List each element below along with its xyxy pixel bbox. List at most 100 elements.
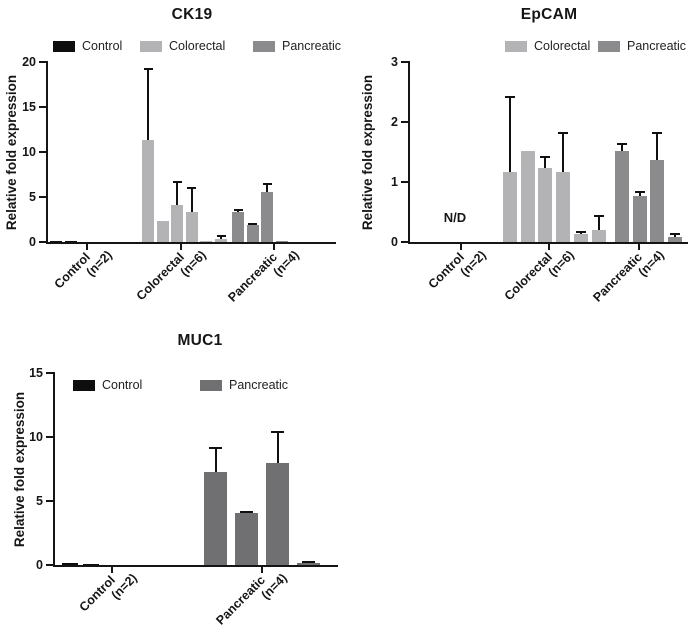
bar — [185, 211, 198, 242]
bar — [556, 171, 571, 242]
y-axis-line — [53, 372, 56, 567]
bar — [503, 171, 517, 242]
bar — [615, 151, 629, 242]
error-bar-cap — [172, 180, 182, 183]
x-tick-label: Pancreatic (n=4) — [138, 571, 290, 628]
legend-item: Colorectal — [140, 39, 225, 53]
y-tick-mark — [39, 196, 46, 198]
y-tick-label: 2 — [391, 115, 398, 129]
plot-area: 0 1 2 3 N/D Control (n=2) Colorectal (n=6) Pancre… — [350, 0, 699, 318]
legend-item: Pancreatic — [253, 39, 341, 53]
bar — [65, 241, 77, 242]
error-bar-cap — [271, 430, 284, 433]
error-bar-line — [176, 181, 179, 206]
error-bar-line — [544, 157, 547, 169]
error-bar-cap — [248, 223, 258, 225]
y-tick-mark — [39, 61, 46, 63]
legend-swatch-icon — [73, 379, 95, 391]
bar — [171, 205, 184, 242]
legend-label: Control — [82, 39, 123, 53]
error-bar-cap — [216, 235, 226, 238]
y-axis-line — [46, 61, 49, 244]
bar — [204, 472, 227, 565]
bar — [275, 240, 288, 242]
error-bar-line — [237, 209, 239, 213]
y-tick-label: 0 — [391, 235, 398, 249]
bar — [668, 236, 683, 242]
x-tick-mark — [638, 244, 640, 250]
error-bar-cap — [670, 233, 681, 236]
legend-swatch-icon — [200, 379, 222, 391]
x-tick-mark — [460, 244, 462, 250]
y-tick-mark — [46, 372, 53, 374]
error-bar-cap — [143, 68, 153, 71]
error-bar-line — [220, 236, 222, 239]
y-tick-mark — [401, 61, 408, 63]
y-tick-label: 15 — [22, 100, 36, 114]
y-tick-label: 15 — [29, 366, 43, 380]
error-bar-cap — [233, 208, 243, 211]
y-tick-label: 0 — [29, 235, 36, 249]
error-bar-line — [190, 187, 193, 212]
bar — [50, 240, 62, 242]
y-tick-label: 20 — [22, 55, 36, 69]
y-axis-line — [408, 61, 411, 244]
x-tick-label: Pancreatic (n=4) — [515, 248, 667, 305]
error-bar-line — [656, 132, 659, 160]
y-tick-label: 1 — [391, 175, 398, 189]
legend-label: Pancreatic — [627, 39, 687, 53]
chart-title: EpCAM — [520, 6, 578, 23]
group-n-count: (n=4) — [635, 247, 667, 280]
x-tick-mark — [273, 244, 275, 250]
x-tick-mark — [180, 244, 182, 250]
legend-label: Colorectal — [169, 39, 226, 53]
error-bar-line — [214, 447, 217, 473]
bar — [246, 225, 259, 242]
bar — [261, 191, 274, 242]
y-tick-mark — [39, 106, 46, 108]
error-bar-cap — [187, 186, 197, 189]
y-tick-mark — [46, 436, 53, 438]
error-bar-line — [638, 191, 641, 197]
bar — [83, 563, 99, 565]
legend-item: Control — [73, 378, 142, 392]
chart-ck19: CK19 Relative fold expression 0 5 10 15 20 Co… — [0, 0, 350, 318]
x-axis-line — [408, 242, 688, 245]
bar — [232, 212, 244, 242]
x-tick-label: Control (n=2) — [0, 571, 140, 614]
y-tick-mark — [46, 564, 53, 566]
x-tick-label-text: Control (n=2) — [23, 571, 140, 636]
error-bar-cap — [540, 156, 551, 159]
x-tick-mark — [548, 244, 550, 250]
y-tick-mark — [39, 151, 46, 153]
legend-item: Pancreatic — [200, 378, 288, 392]
error-bar-line — [509, 96, 511, 172]
chart-epcam: EpCAM Relative fold expression 0 1 2 3 N/D Co… — [350, 0, 699, 318]
error-bar-line — [276, 431, 279, 463]
error-bar-line — [147, 69, 149, 141]
plot-area: 0 5 10 15 20 Control (n=2) Colorectal (n=6) Pancr… — [0, 0, 350, 318]
error-bar-line — [266, 183, 269, 192]
bar — [142, 140, 154, 242]
y-tick-mark — [401, 181, 408, 183]
error-bar-cap — [652, 131, 663, 134]
chart-title: MUC1 — [177, 332, 223, 349]
error-bar-cap — [558, 131, 569, 134]
y-tick-mark — [401, 241, 408, 243]
error-bar-cap — [240, 510, 253, 513]
legend-swatch-icon — [598, 40, 620, 52]
bar — [632, 196, 647, 242]
y-tick-label: 5 — [29, 190, 36, 204]
bar — [200, 241, 213, 242]
bar — [538, 168, 553, 242]
legend-item: Control — [53, 39, 122, 53]
error-bar-cap — [617, 143, 627, 146]
error-bar-cap — [302, 561, 315, 564]
chart-muc1: MUC1 Relative fold expression 0 5 10 15 Cont… — [0, 318, 350, 636]
x-tick-label-text: Pancreatic (n=4) — [173, 571, 290, 636]
error-bar-line — [562, 132, 565, 172]
error-bar-line — [674, 234, 677, 237]
plot-area: 0 5 10 15 Control (n=2) Pancreatic (n=4) Control… — [0, 318, 350, 636]
y-tick-label: 5 — [36, 494, 43, 508]
